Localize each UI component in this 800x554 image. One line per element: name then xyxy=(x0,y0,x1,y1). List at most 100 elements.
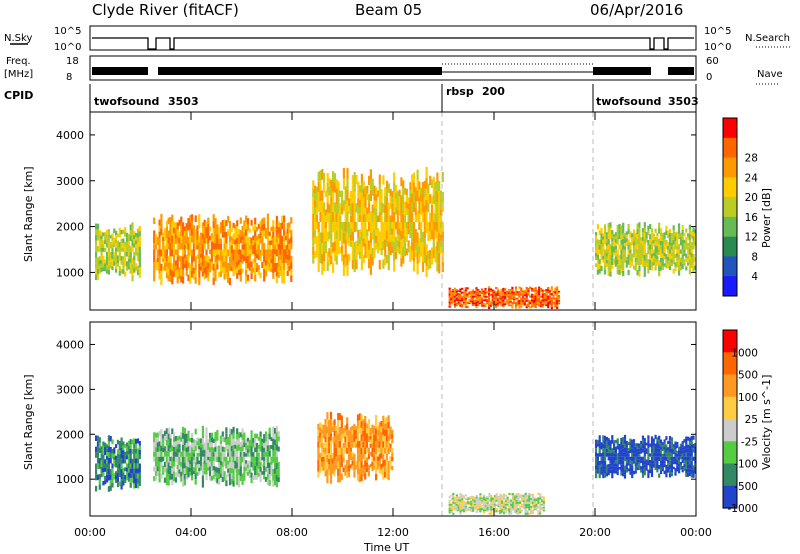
data-cell xyxy=(178,439,181,444)
data-cell xyxy=(107,440,110,447)
data-cell xyxy=(402,180,405,189)
data-cell xyxy=(214,218,217,225)
data-cell xyxy=(441,192,444,202)
data-cell xyxy=(477,507,480,510)
data-cell xyxy=(450,509,453,512)
data-cell xyxy=(665,254,668,259)
data-cell xyxy=(281,249,284,257)
data-cell xyxy=(683,439,686,443)
data-cell xyxy=(668,460,672,465)
data-cell xyxy=(400,177,403,187)
data-cell xyxy=(275,456,278,463)
data-cell xyxy=(252,244,255,250)
data-cell xyxy=(321,264,324,275)
data-cell xyxy=(366,251,369,259)
data-cell xyxy=(481,498,484,501)
data-cell xyxy=(382,259,385,269)
data-cell xyxy=(665,473,668,478)
data-cell xyxy=(207,255,210,263)
data-cell xyxy=(475,502,478,504)
data-cell xyxy=(377,190,380,197)
data-cell xyxy=(616,249,619,255)
data-cell xyxy=(218,232,221,239)
data-cell xyxy=(339,228,342,235)
data-cell xyxy=(335,196,338,205)
data-cell xyxy=(138,257,141,263)
data-cell xyxy=(543,302,546,304)
data-cell xyxy=(314,222,317,230)
data-cell xyxy=(471,290,474,293)
data-cell xyxy=(685,472,688,477)
data-cell xyxy=(681,450,684,454)
data-cell xyxy=(207,467,210,471)
data-cell xyxy=(477,294,480,296)
data-cell xyxy=(118,227,121,233)
data-cell xyxy=(246,249,250,256)
data-cell xyxy=(438,201,441,212)
data-cell xyxy=(275,450,278,457)
data-cell xyxy=(479,493,482,496)
data-cell xyxy=(470,300,473,302)
data-cell xyxy=(387,434,390,442)
x-tick-label: 08:00 xyxy=(276,526,308,539)
data-cell xyxy=(618,234,621,240)
data-cell xyxy=(185,223,188,229)
data-cell xyxy=(596,456,599,461)
data-cell xyxy=(380,208,383,216)
data-cell xyxy=(694,460,697,464)
data-cell xyxy=(369,222,372,233)
data-cell xyxy=(203,470,206,475)
data-cell xyxy=(185,438,188,443)
data-cell xyxy=(333,470,336,477)
data-cell xyxy=(385,447,388,454)
data-cell xyxy=(218,473,221,480)
data-cell xyxy=(375,201,378,209)
data-cell xyxy=(225,444,228,451)
data-cell xyxy=(490,499,493,502)
data-cell xyxy=(501,509,504,511)
data-cell xyxy=(106,471,109,475)
data-cell xyxy=(342,254,345,266)
data-cell xyxy=(254,224,257,231)
data-cell xyxy=(131,240,134,246)
data-cell xyxy=(466,498,469,500)
data-cell xyxy=(519,496,522,499)
data-cell xyxy=(329,440,333,448)
data-cell xyxy=(672,225,675,231)
data-cell xyxy=(631,473,634,479)
data-cell xyxy=(622,448,625,453)
data-cell xyxy=(189,471,192,476)
data-cell xyxy=(183,479,186,486)
data-cell xyxy=(403,208,407,216)
data-cell xyxy=(133,468,136,474)
data-cell xyxy=(484,295,487,298)
data-cell xyxy=(160,278,163,286)
data-cell xyxy=(384,429,387,436)
data-cell xyxy=(461,496,464,499)
data-cell xyxy=(275,426,278,433)
data-cell xyxy=(182,276,185,284)
data-cell xyxy=(532,293,535,296)
data-cell xyxy=(511,286,514,289)
data-cell xyxy=(535,509,538,511)
data-cell xyxy=(109,265,112,269)
data-cell xyxy=(548,299,552,301)
data-cell xyxy=(331,437,334,443)
data-cell xyxy=(484,288,487,290)
data-cell xyxy=(636,462,639,465)
data-cell xyxy=(264,249,268,255)
data-cell xyxy=(338,468,342,476)
data-cell xyxy=(498,299,501,301)
data-cell xyxy=(450,511,453,513)
data-cell xyxy=(131,449,134,454)
data-cell xyxy=(690,435,693,440)
data-cell xyxy=(499,505,502,508)
data-cell xyxy=(340,434,343,442)
data-cell xyxy=(133,251,136,256)
data-cell xyxy=(342,433,345,438)
data-cell xyxy=(102,247,105,252)
data-cell xyxy=(643,445,646,450)
data-cell xyxy=(678,265,681,271)
data-cell xyxy=(629,234,632,239)
data-cell xyxy=(342,178,345,190)
